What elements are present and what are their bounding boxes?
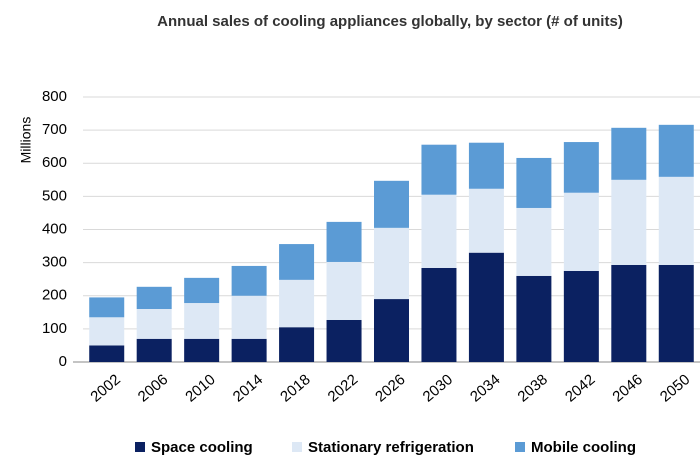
bar-segment [136, 338, 172, 362]
bar-segment [326, 261, 362, 320]
legend-swatch [515, 442, 525, 452]
y-tick-label: 300 [42, 254, 67, 271]
bar-segment [374, 299, 409, 362]
bar-segment [563, 142, 599, 193]
bar-segment [611, 127, 647, 180]
legend-swatch [135, 442, 145, 452]
bar-segment [611, 264, 647, 362]
x-tick-label: 2026 [372, 371, 408, 405]
bar-segment [89, 317, 125, 346]
chart-title: Annual sales of cooling appliances globa… [157, 13, 623, 30]
bar-segment [231, 338, 267, 362]
x-tick-label: 2022 [325, 371, 361, 405]
y-tick-label: 100 [42, 320, 67, 337]
bar-segment [421, 267, 457, 362]
x-tick-label: 2014 [230, 371, 266, 405]
bar-segment [421, 194, 457, 268]
bar-segment [563, 270, 599, 362]
legend-swatch [292, 442, 302, 452]
bar-segment [184, 277, 220, 304]
bar-segment [468, 252, 504, 362]
bar-segment [136, 309, 172, 339]
bar-segment [231, 265, 267, 296]
bar-segment [374, 227, 409, 300]
bar-segment [516, 207, 552, 276]
bar-segment [516, 157, 552, 208]
bar-segment [279, 279, 315, 328]
bar-segment [374, 180, 409, 228]
bar-segment [136, 286, 172, 309]
x-tick-label: 2018 [277, 371, 313, 405]
x-tick-label: 2042 [562, 371, 598, 405]
bar-segment [658, 124, 694, 177]
bar-segment [563, 192, 599, 271]
x-tick-label: 2034 [467, 371, 503, 405]
y-tick-label: 500 [42, 187, 67, 204]
x-tick-label: 2010 [182, 371, 218, 405]
bar-segment [326, 221, 362, 262]
legend-label: Space cooling [151, 439, 253, 456]
y-tick-label: 700 [42, 121, 67, 138]
bar-segment [89, 345, 125, 362]
x-tick-label: 2006 [135, 371, 171, 405]
bar-segment [611, 179, 647, 265]
bar-segment [279, 327, 315, 362]
x-tick-label: 2030 [420, 371, 456, 405]
x-tick-label: 2050 [657, 371, 693, 405]
bar-segment [658, 264, 694, 362]
legend-label: Mobile cooling [531, 439, 636, 456]
x-tick-label: 2046 [609, 371, 645, 405]
bar-segment [231, 295, 267, 339]
bar-segment [421, 144, 457, 195]
x-tick-label: 2002 [87, 371, 123, 405]
bar-segment [184, 338, 220, 362]
y-tick-label: 600 [42, 154, 67, 171]
bar-segment [89, 297, 125, 318]
bar-segment [658, 176, 694, 265]
bar-segment [279, 244, 315, 280]
bar-segment [516, 275, 552, 362]
legend-label: Stationary refrigeration [308, 439, 474, 456]
y-tick-label: 800 [42, 88, 67, 105]
y-tick-label: 0 [59, 353, 67, 370]
y-axis-label: Millions [18, 117, 34, 164]
y-tick-label: 400 [42, 220, 67, 237]
x-tick-label: 2038 [515, 371, 551, 405]
bar-segment [326, 319, 362, 362]
bar-segment [184, 303, 220, 339]
y-tick-label: 200 [42, 287, 67, 304]
bar-segment [468, 188, 504, 253]
bar-segment [468, 142, 504, 189]
